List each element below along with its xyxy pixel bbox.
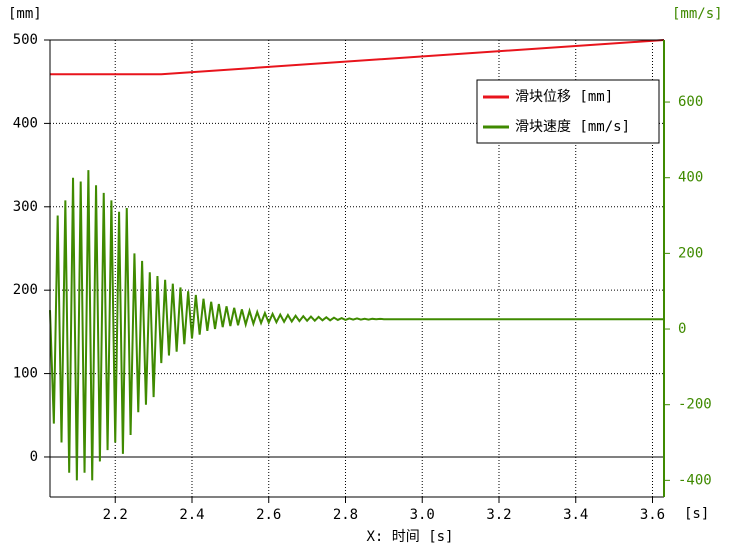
y-tick-label: 400 — [13, 115, 38, 131]
x-tick-label: 3.2 — [486, 507, 511, 523]
y2-tick-label: 0 — [678, 321, 686, 337]
series-line — [49, 170, 664, 481]
y2-tick-label: -400 — [678, 472, 712, 488]
y-tick-label: 0 — [30, 449, 38, 465]
x-tick-label: 3.4 — [563, 507, 588, 523]
legend-box — [476, 79, 660, 144]
y-tick-label: 200 — [13, 282, 38, 298]
y2-axis-label: [mm/s] — [672, 6, 723, 22]
x-tick-label: 2.4 — [179, 507, 204, 523]
legend-label: 滑块位移 [mm] — [515, 88, 613, 105]
y2-tick-label: -200 — [678, 397, 712, 413]
legend-label: 滑块速度 [mm/s] — [515, 118, 630, 135]
y2-tick-label: 400 — [678, 170, 703, 186]
x-unit-label: [s] — [684, 506, 709, 522]
y-axis-label: [mm] — [8, 6, 42, 22]
y-tick-label: 300 — [13, 199, 38, 215]
y-tick-label: 100 — [13, 366, 38, 382]
y-tick-label: 500 — [13, 32, 38, 48]
x-axis-label: X: 时间 [s] — [366, 529, 453, 545]
y2-tick-label: 200 — [678, 245, 703, 261]
x-tick-label: 3.6 — [640, 507, 665, 523]
x-tick-label: 3.0 — [410, 507, 435, 523]
x-tick-label: 2.2 — [103, 507, 128, 523]
x-tick-label: 2.8 — [333, 507, 358, 523]
series-line — [50, 39, 665, 76]
x-tick-label: 2.6 — [256, 507, 281, 523]
y2-tick-label: 600 — [678, 94, 703, 110]
